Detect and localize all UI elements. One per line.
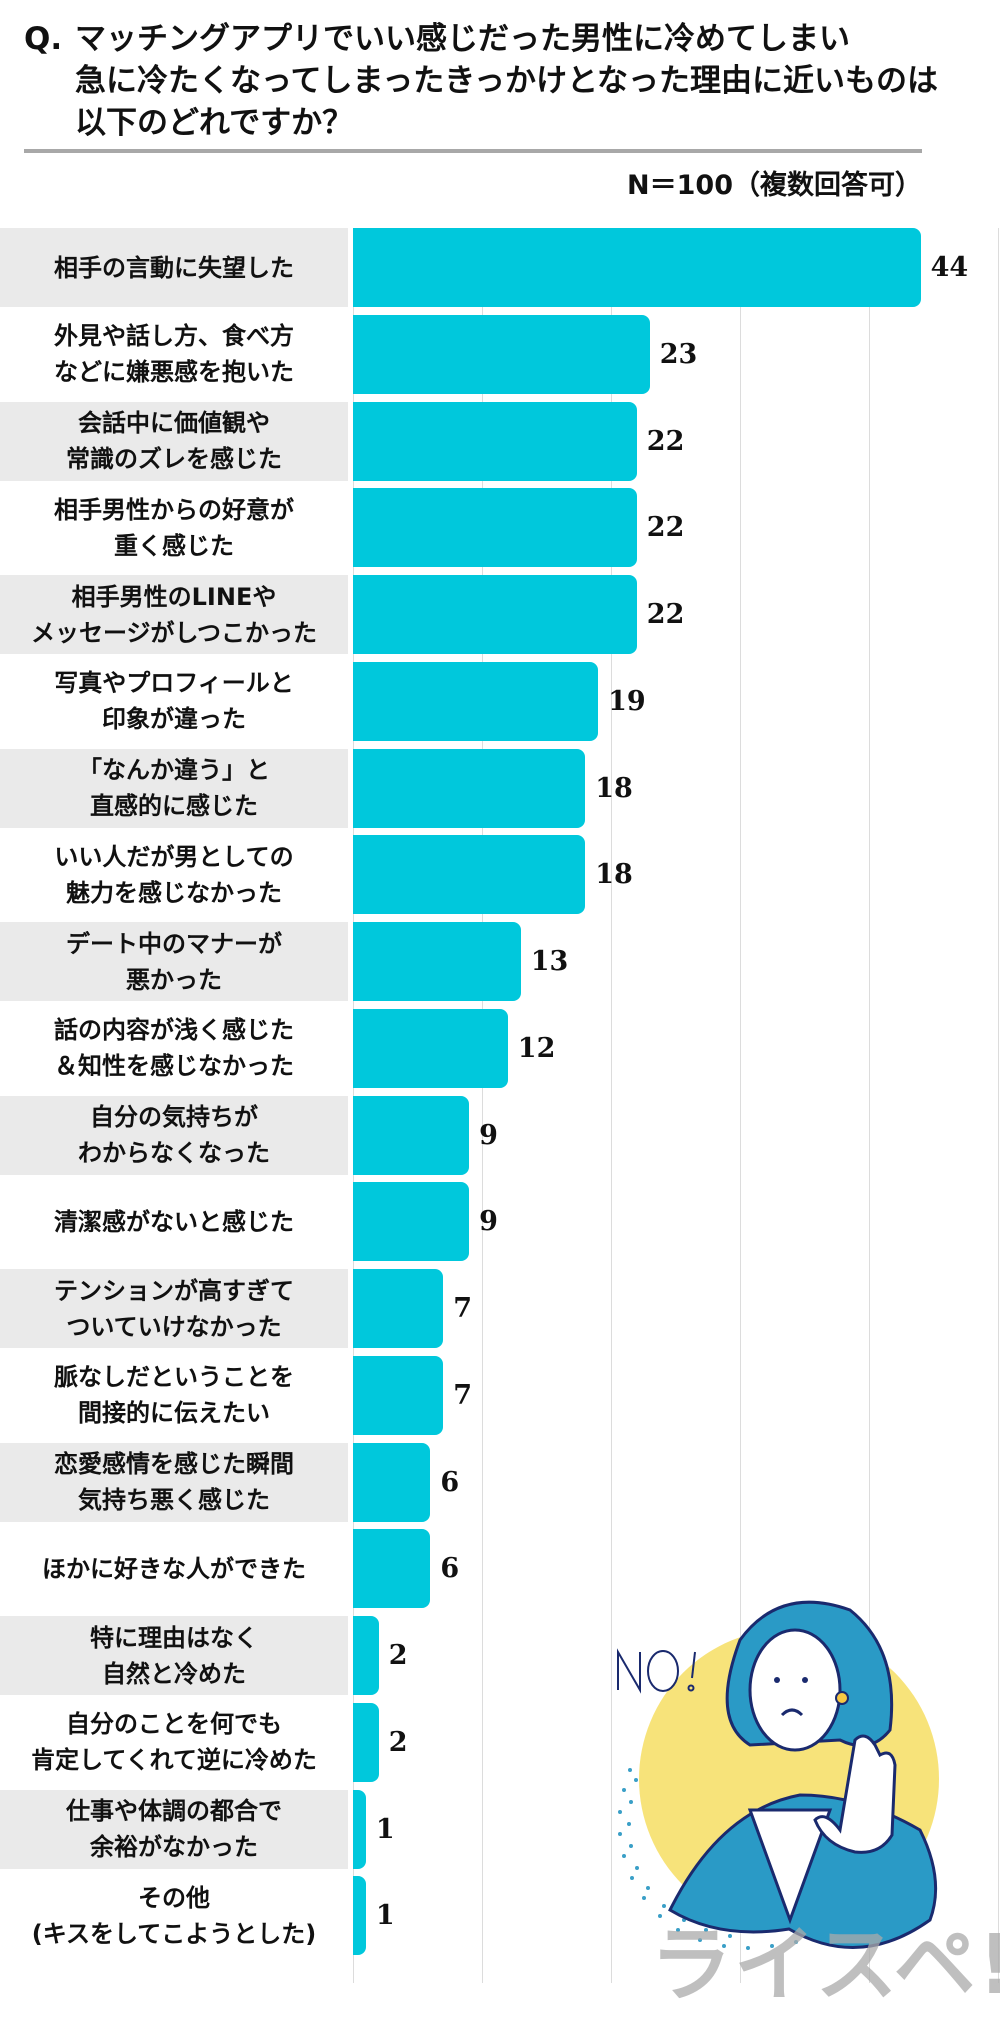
category-label: その他 (キスをしてこようとした) [31, 1883, 317, 1948]
chart-row: 清潔感がないと感じた 9 [0, 1182, 1000, 1262]
bar [353, 488, 637, 568]
chart-row: 相手男性からの好意が 重く感じた 22 [0, 488, 1000, 568]
bar [353, 661, 599, 741]
value-label: 19 [608, 685, 646, 717]
chart-row: 相手男性のLINEや メッセージがしつこかった 22 [0, 575, 1000, 654]
bar [353, 228, 921, 307]
gridline [482, 228, 483, 1983]
value-label: 7 [453, 1293, 473, 1324]
bar [353, 1529, 431, 1609]
bar [353, 1182, 470, 1262]
chart-row: ほかに好きな人ができた 6 [0, 1529, 1000, 1609]
bar [353, 1095, 470, 1175]
category-label: 相手の言動に失望した [0, 228, 348, 307]
bar [353, 1442, 431, 1522]
category-label: 相手男性のLINEや メッセージがしつこかった [0, 575, 348, 654]
category-label: 特に理由はなく 自然と冷めた [0, 1616, 348, 1695]
category-label: 写真やプロフィールと 印象が違った [54, 669, 294, 734]
value-label: 9 [479, 1119, 498, 1151]
category-label: 清潔感がないと感じた [54, 1207, 294, 1236]
category-label: 相手男性からの好意が 重く感じた [54, 495, 294, 560]
value-label: 6 [440, 1553, 460, 1585]
category-label: 外見や話し方、食べ方 などに嫌悪感を抱いた [54, 322, 294, 387]
chart-row: テンションが高すぎて ついていけなかった 7 [0, 1269, 1000, 1348]
question-title: Q. マッチングアプリでいい感じだった男性に冷めてしまい 急に冷たくなってしまっ… [24, 18, 984, 144]
chart-row: 話の内容が浅く感じた ＆知性を感じなかった 12 [0, 1008, 1000, 1088]
chart-row: その他 (キスをしてこようとした) 1 [0, 1876, 1000, 1956]
bar [353, 835, 586, 915]
bar [353, 1702, 379, 1782]
category-label: 自分のことを何でも 肯定してくれて逆に冷めた [31, 1710, 317, 1775]
value-label: 2 [388, 1726, 408, 1758]
category-label: 話の内容が浅く感じた ＆知性を感じなかった [54, 1016, 294, 1081]
sample-size-note: N＝100（複数回答可） [627, 170, 922, 201]
chart-row: デート中のマナーが 悪かった 13 [0, 922, 1000, 1001]
question-mark-label: Q. [24, 21, 63, 57]
chart-row: 自分のことを何でも 肯定してくれて逆に冷めた 2 [0, 1702, 1000, 1782]
chart-row: 自分の気持ちが わからなくなった 9 [0, 1095, 1000, 1175]
value-label: 6 [440, 1466, 460, 1498]
value-label: 22 [646, 425, 685, 457]
value-label: 1 [375, 1900, 395, 1932]
chart-row: 脈なしだということを 間接的に伝えたい 7 [0, 1355, 1000, 1435]
bar [353, 1355, 444, 1435]
bar [353, 748, 586, 828]
category-label: 会話中に価値観や 常識のズレを感じた [0, 401, 348, 481]
value-label: 18 [595, 772, 633, 804]
value-label: 13 [530, 946, 569, 977]
question-line-3: 以下のどれですか？ [75, 105, 354, 141]
bar [353, 1616, 379, 1695]
watermark-logo: ライスペ! [650, 1918, 1000, 2013]
gridline [611, 228, 612, 1983]
illustration-icon [617, 1600, 939, 1950]
value-label: 22 [646, 599, 685, 630]
value-label: 18 [595, 859, 633, 891]
value-label: 7 [453, 1379, 473, 1411]
category-label: テンションが高すぎて ついていけなかった [0, 1269, 348, 1348]
bar [353, 401, 637, 481]
category-label: デート中のマナーが 悪かった [0, 922, 348, 1001]
category-label: 脈なしだということを 間接的に伝えたい [54, 1363, 294, 1428]
chart-row: 特に理由はなく 自然と冷めた 2 [0, 1616, 1000, 1695]
bar [353, 922, 521, 1001]
question-line-2: 急に冷たくなってしまったきっかけとなった理由に近いものは [75, 63, 939, 99]
category-label: 恋愛感情を感じた瞬間 気持ち悪く感じた [0, 1442, 348, 1522]
gridline [869, 228, 870, 1983]
category-label: ほかに好きな人ができた [42, 1554, 306, 1583]
category-label: 自分の気持ちが わからなくなった [0, 1095, 348, 1175]
chart-row: 相手の言動に失望した 44 [0, 228, 1000, 307]
bar [353, 1789, 366, 1869]
woman-saying-no-illustration [600, 1580, 1000, 2000]
bar [353, 1008, 508, 1088]
chart-row: 恋愛感情を感じた瞬間 気持ち悪く感じた 6 [0, 1442, 1000, 1522]
category-label: 「なんか違う」と 直感的に感じた [0, 748, 348, 828]
bar [353, 1269, 444, 1348]
bar [353, 575, 637, 654]
category-label: 仕事や体調の都合で 余裕がなかった [0, 1789, 348, 1869]
gridline [740, 228, 741, 1983]
value-label: 23 [659, 338, 698, 370]
value-label: 44 [930, 252, 969, 283]
question-line-1: Q. マッチングアプリでいい感じだった男性に冷めてしまい [24, 18, 984, 60]
value-label: 1 [375, 1813, 395, 1845]
chart-row: 外見や話し方、食べ方 などに嫌悪感を抱いた 23 [0, 314, 1000, 394]
title-divider [24, 149, 922, 153]
bar [353, 1876, 366, 1956]
value-label: 2 [388, 1640, 408, 1671]
value-label: 12 [517, 1032, 556, 1064]
chart-row: 写真やプロフィールと 印象が違った 19 [0, 661, 1000, 741]
chart-row: 「なんか違う」と 直感的に感じた 18 [0, 748, 1000, 828]
chart-row: いい人だが男としての 魅力を感じなかった 18 [0, 835, 1000, 915]
bar [353, 314, 650, 394]
chart-row: 仕事や体調の都合で 余裕がなかった 1 [0, 1789, 1000, 1869]
category-label: いい人だが男としての 魅力を感じなかった [54, 842, 294, 907]
value-label: 9 [479, 1206, 498, 1238]
gridline [998, 228, 999, 1983]
chart-row: 会話中に価値観や 常識のズレを感じた 22 [0, 401, 1000, 481]
value-label: 22 [646, 512, 685, 544]
